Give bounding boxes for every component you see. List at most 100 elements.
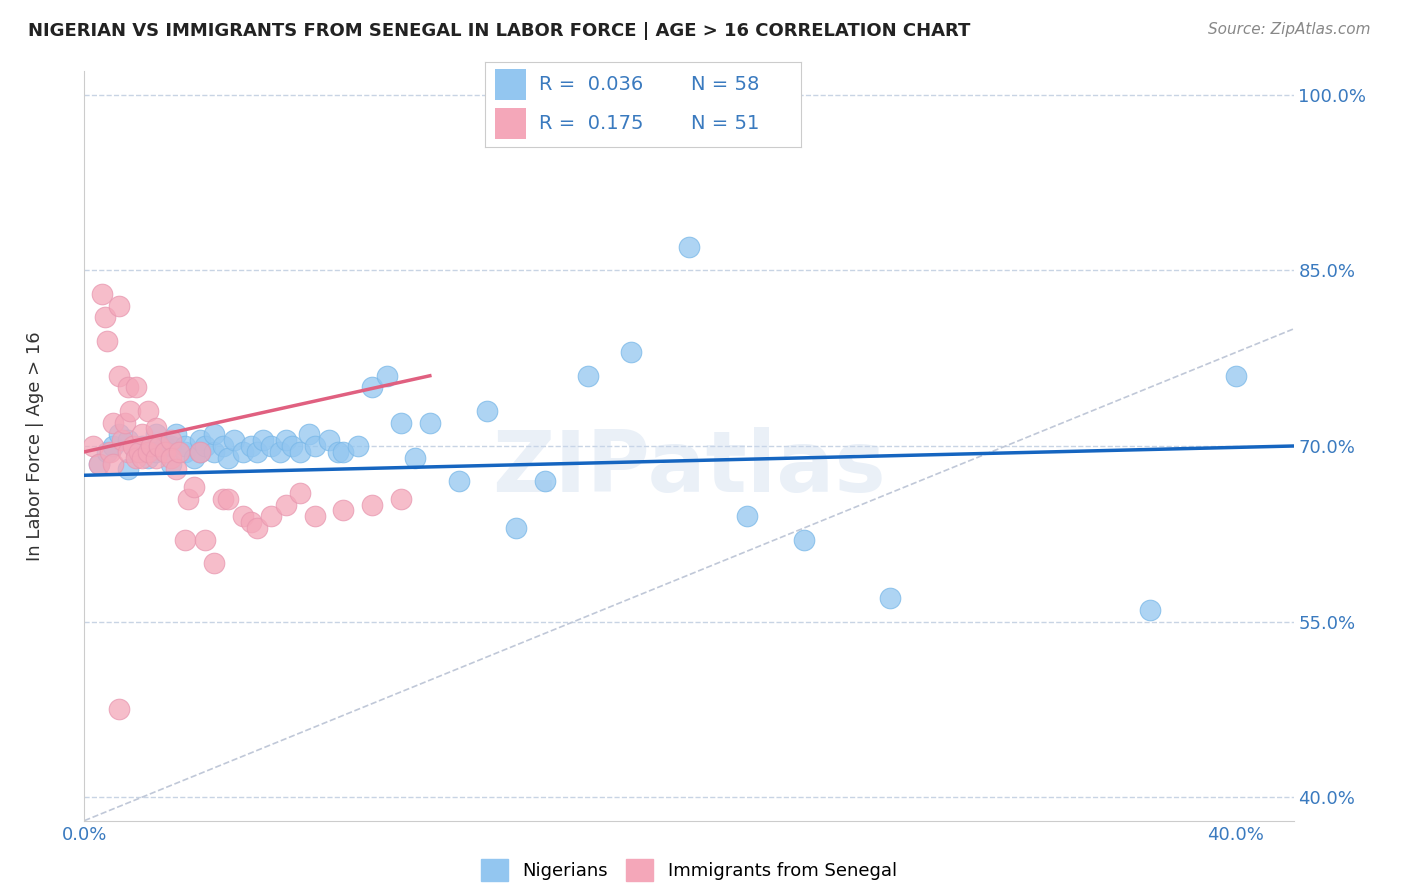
Point — [298, 427, 321, 442]
Point — [125, 445, 148, 459]
Point — [318, 433, 340, 447]
Point — [361, 380, 384, 394]
Point — [505, 521, 527, 535]
Point — [87, 457, 110, 471]
Point — [793, 533, 815, 547]
Point — [139, 439, 162, 453]
Point — [117, 445, 139, 459]
Point — [114, 416, 136, 430]
Point — [96, 334, 118, 348]
Text: R =  0.036: R = 0.036 — [538, 75, 643, 94]
Text: Source: ZipAtlas.com: Source: ZipAtlas.com — [1208, 22, 1371, 37]
Point — [136, 445, 159, 459]
Point — [678, 240, 700, 254]
Point — [246, 521, 269, 535]
Point — [153, 439, 176, 453]
Point — [82, 439, 104, 453]
Point — [290, 485, 312, 500]
Point — [145, 427, 167, 442]
Point — [169, 445, 191, 459]
Point — [174, 439, 197, 453]
Point — [404, 450, 426, 465]
Point — [183, 480, 205, 494]
Point — [280, 439, 302, 453]
Point — [232, 445, 254, 459]
Point — [332, 445, 354, 459]
Point — [136, 450, 159, 465]
Point — [194, 533, 217, 547]
FancyBboxPatch shape — [495, 108, 526, 139]
Point — [131, 427, 153, 442]
Point — [131, 450, 153, 465]
Point — [419, 416, 441, 430]
FancyBboxPatch shape — [495, 70, 526, 100]
Text: In Labor Force | Age > 16: In Labor Force | Age > 16 — [27, 331, 44, 561]
Point — [125, 380, 148, 394]
Text: R =  0.175: R = 0.175 — [538, 114, 644, 133]
Point — [576, 368, 599, 383]
Point — [389, 491, 412, 506]
Point — [879, 591, 901, 606]
Point — [290, 445, 312, 459]
Point — [202, 427, 225, 442]
Point — [117, 380, 139, 394]
Point — [217, 491, 239, 506]
Point — [447, 474, 470, 488]
Point — [101, 416, 124, 430]
Point — [240, 439, 263, 453]
Point — [332, 503, 354, 517]
Point — [326, 445, 349, 459]
Point — [735, 509, 758, 524]
Point — [274, 433, 297, 447]
Point — [202, 445, 225, 459]
Point — [188, 433, 211, 447]
Point — [240, 515, 263, 529]
Point — [96, 445, 118, 459]
Text: ZIPatlas: ZIPatlas — [492, 427, 886, 510]
Point — [117, 433, 139, 447]
Point — [120, 404, 142, 418]
Point — [534, 474, 557, 488]
Point — [87, 457, 110, 471]
Text: NIGERIAN VS IMMIGRANTS FROM SENEGAL IN LABOR FORCE | AGE > 16 CORRELATION CHART: NIGERIAN VS IMMIGRANTS FROM SENEGAL IN L… — [28, 22, 970, 40]
Point — [174, 533, 197, 547]
Text: N = 58: N = 58 — [690, 75, 759, 94]
Point — [159, 450, 181, 465]
Point — [202, 556, 225, 570]
Point — [108, 368, 131, 383]
Point — [122, 439, 145, 453]
Point — [159, 457, 181, 471]
Point — [1139, 603, 1161, 617]
Point — [269, 445, 291, 459]
Point — [477, 404, 499, 418]
Point — [217, 450, 239, 465]
Point — [222, 433, 245, 447]
Text: N = 51: N = 51 — [690, 114, 759, 133]
Point — [177, 491, 200, 506]
Point — [274, 498, 297, 512]
Point — [260, 439, 283, 453]
Point — [145, 445, 167, 459]
Point — [159, 439, 181, 453]
Point — [304, 439, 326, 453]
Point — [174, 445, 197, 459]
Point — [108, 702, 131, 716]
Point — [194, 439, 217, 453]
Point — [101, 439, 124, 453]
Point — [93, 310, 115, 325]
Point — [159, 433, 181, 447]
Point — [375, 368, 398, 383]
Point — [145, 450, 167, 465]
Point — [111, 433, 134, 447]
Point — [153, 445, 176, 459]
Point — [128, 445, 150, 459]
Point — [166, 427, 188, 442]
Point — [183, 450, 205, 465]
Point — [211, 491, 233, 506]
Point — [166, 462, 188, 476]
Point — [90, 286, 112, 301]
Point — [361, 498, 384, 512]
Point — [117, 462, 139, 476]
Point — [1225, 368, 1247, 383]
Point — [98, 445, 121, 459]
